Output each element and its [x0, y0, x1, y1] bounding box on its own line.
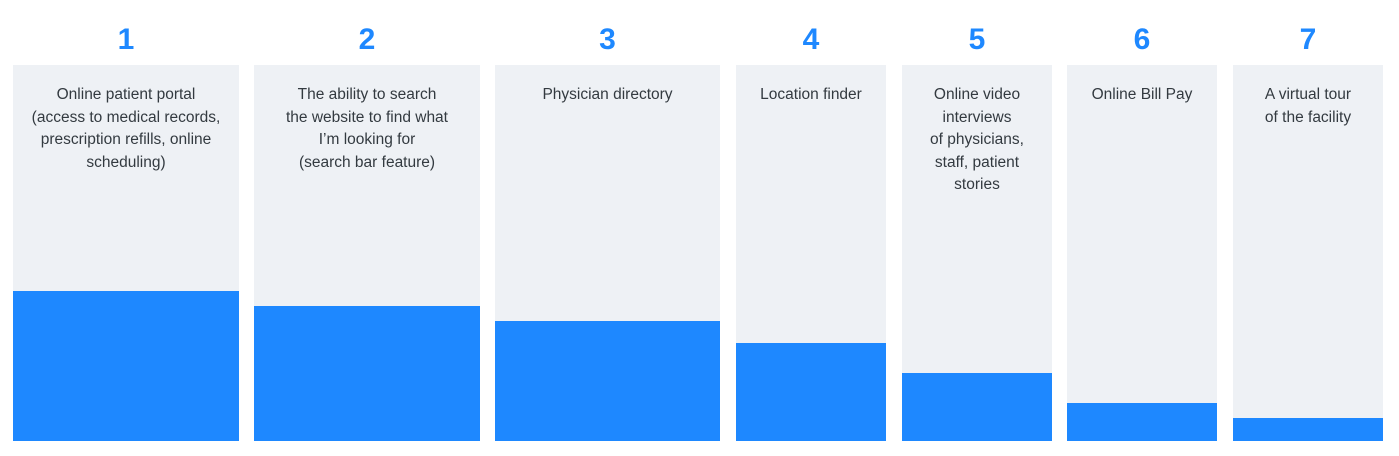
column-5: 5 Online video interviews of physicians, …	[902, 0, 1052, 456]
bar	[254, 306, 480, 441]
bar	[495, 321, 720, 441]
rank-number: 6	[1133, 23, 1151, 56]
bar	[902, 373, 1052, 441]
category-label: Online Bill Pay	[1091, 86, 1193, 103]
bar	[13, 291, 239, 441]
rank-number: 5	[968, 23, 986, 56]
bar	[1233, 418, 1383, 441]
category-label: The ability to search the website to fin…	[286, 86, 448, 171]
category-label: Online patient portal (access to medical…	[31, 86, 221, 171]
column-3: 3 Physician directory	[495, 0, 720, 456]
bar	[1067, 403, 1217, 441]
rank-number: 2	[358, 23, 376, 56]
category-label: Location finder	[760, 86, 862, 103]
rank-number: 1	[117, 23, 135, 56]
bar	[736, 343, 886, 441]
column-6: 6 Online Bill Pay	[1067, 0, 1217, 456]
column-background	[1233, 65, 1383, 441]
category-label: Physician directory	[542, 86, 673, 103]
rank-number: 4	[802, 23, 820, 56]
rank-number: 3	[599, 23, 616, 56]
category-label: Online video interviews of physicians, s…	[930, 86, 1024, 193]
column-1: 1 Online patient portal (access to medica…	[13, 0, 239, 456]
rank-number: 7	[1299, 23, 1317, 56]
column-4: 4 Location finder	[736, 0, 886, 456]
category-label: A virtual tour of the facility	[1264, 86, 1352, 126]
column-7: 7 A virtual tour of the facility	[1233, 0, 1383, 456]
column-2: 2 The ability to search the website to fi…	[254, 0, 480, 456]
column-background	[1067, 65, 1217, 441]
